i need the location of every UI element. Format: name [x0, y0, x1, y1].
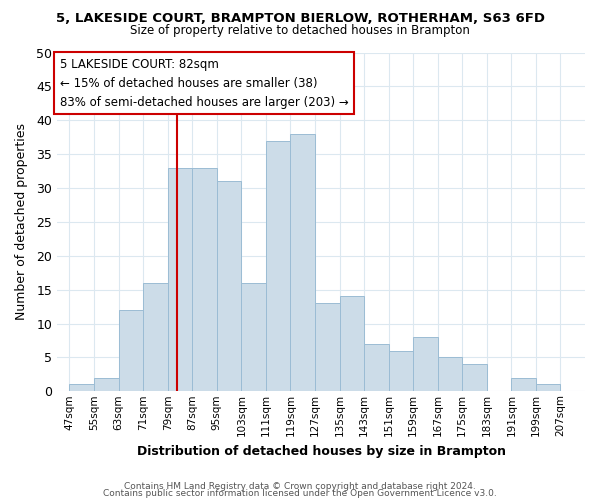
Y-axis label: Number of detached properties: Number of detached properties	[15, 124, 28, 320]
Text: Size of property relative to detached houses in Brampton: Size of property relative to detached ho…	[130, 24, 470, 37]
Bar	[438, 358, 462, 392]
X-axis label: Distribution of detached houses by size in Brampton: Distribution of detached houses by size …	[137, 444, 506, 458]
Bar	[290, 134, 315, 392]
Bar	[389, 350, 413, 392]
Text: Contains public sector information licensed under the Open Government Licence v3: Contains public sector information licen…	[103, 490, 497, 498]
Bar	[70, 384, 94, 392]
Bar	[511, 378, 536, 392]
Text: 5, LAKESIDE COURT, BRAMPTON BIERLOW, ROTHERHAM, S63 6FD: 5, LAKESIDE COURT, BRAMPTON BIERLOW, ROT…	[56, 12, 545, 26]
Bar	[266, 140, 290, 392]
Bar	[364, 344, 389, 392]
Bar	[167, 168, 192, 392]
Bar	[413, 337, 438, 392]
Bar	[462, 364, 487, 392]
Bar	[94, 378, 119, 392]
Text: 5 LAKESIDE COURT: 82sqm
← 15% of detached houses are smaller (38)
83% of semi-de: 5 LAKESIDE COURT: 82sqm ← 15% of detache…	[60, 58, 349, 108]
Bar	[340, 296, 364, 392]
Bar	[119, 310, 143, 392]
Bar	[143, 283, 167, 392]
Text: Contains HM Land Registry data © Crown copyright and database right 2024.: Contains HM Land Registry data © Crown c…	[124, 482, 476, 491]
Bar	[241, 283, 266, 392]
Bar	[217, 181, 241, 392]
Bar	[536, 384, 560, 392]
Bar	[192, 168, 217, 392]
Bar	[315, 303, 340, 392]
